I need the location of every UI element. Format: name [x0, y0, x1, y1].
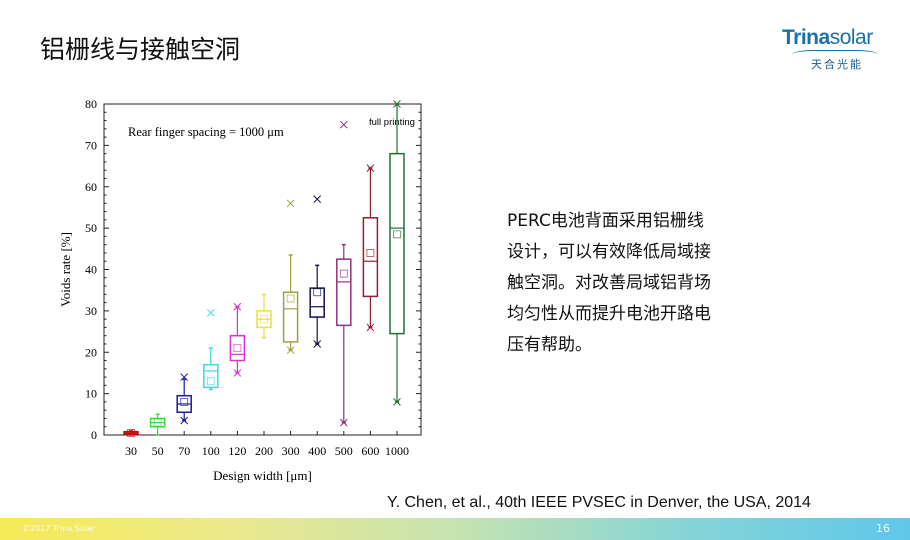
box: [282, 291, 299, 343]
annotation: Rear finger spacing = 1000 μm: [128, 125, 284, 139]
logo-cn: 天合光能: [811, 58, 863, 71]
mean-marker: [313, 288, 322, 297]
y-tick-label: 60: [85, 180, 97, 194]
description-line: 触空洞。对改善局域铝背场: [507, 273, 711, 293]
outlier-marker: [233, 369, 242, 377]
description: PERC电池背面采用铝栅线 设计，可以有效降低局域接 触空洞。对改善局域铝背场 …: [507, 206, 777, 361]
page-number: 16: [876, 522, 890, 535]
outlier-marker: [313, 195, 322, 204]
outlier-marker: [366, 323, 375, 332]
logo-brand-light: solar: [829, 26, 874, 49]
slide-title: 铝栅线与接触空洞: [40, 35, 241, 64]
outlier-marker: [339, 120, 348, 129]
x-axis-label: Design width [μm]: [213, 468, 312, 483]
outlier-marker: [180, 373, 189, 381]
logo-brand-bold: Trina: [782, 26, 830, 49]
box: [389, 152, 405, 335]
x-tick-label: 600: [361, 444, 379, 458]
mean-marker: [339, 269, 348, 278]
box: [362, 217, 379, 298]
x-tick-label: 300: [282, 444, 300, 458]
outlier-marker: [393, 100, 401, 108]
x-tick-label: 100: [202, 444, 220, 458]
footer-bar: ©2017 Trina Solar 16: [0, 518, 910, 540]
description-line: PERC电池背面采用铝栅线: [507, 211, 704, 231]
mean-marker: [206, 377, 215, 386]
x-tick-label: 400: [308, 444, 326, 458]
y-tick-label: 30: [85, 304, 97, 318]
y-tick-label: 0: [91, 428, 97, 442]
x-tick-label: 200: [255, 444, 273, 458]
y-tick-label: 80: [85, 97, 97, 111]
logo-arc-icon: [792, 50, 878, 59]
x-tick-label: 70: [178, 444, 190, 458]
mean-marker: [180, 397, 189, 406]
x-tick-label: 50: [152, 444, 164, 458]
outlier-marker: [393, 398, 401, 406]
box: [309, 287, 325, 318]
mean-marker: [233, 344, 242, 353]
mean-marker: [286, 294, 295, 303]
mean-marker: [153, 418, 162, 427]
outlier-marker: [233, 302, 242, 311]
x-tick-label: 30: [125, 444, 137, 458]
description-line: 均匀性从而提升电池开路电: [507, 304, 711, 324]
mean-marker: [393, 230, 401, 239]
x-tick-label: 500: [335, 444, 353, 458]
outlier-marker: [286, 346, 295, 355]
citation: Y. Chen, et al., 40th IEEE PVSEC in Denv…: [387, 494, 811, 511]
y-tick-label: 50: [85, 221, 97, 235]
mean-marker: [127, 429, 135, 437]
box: [203, 363, 219, 389]
description-line: 压有帮助。: [507, 335, 592, 355]
y-tick-label: 70: [85, 138, 97, 152]
outlier-marker: [339, 418, 348, 427]
y-tick-label: 40: [85, 263, 97, 277]
outlier-marker: [180, 416, 189, 425]
y-tick-label: 20: [85, 345, 97, 359]
box: [229, 334, 246, 362]
outlier-marker: [206, 309, 215, 317]
description-line: 设计，可以有效降低局域接: [507, 242, 711, 262]
trina-solar-logo: Trinasolar 天合光能: [782, 26, 892, 78]
annotation-full-printing: full printing: [369, 117, 415, 128]
x-tick-label: 120: [228, 444, 246, 458]
box: [336, 258, 352, 327]
copyright: ©2017 Trina Solar: [22, 524, 96, 533]
outlier-marker: [286, 199, 295, 208]
outlier-marker: [366, 164, 375, 172]
y-axis-label: Voids rate [%]: [58, 232, 73, 307]
y-tick-label: 10: [85, 387, 97, 401]
mean-marker: [366, 249, 375, 257]
x-tick-label: 1000: [385, 444, 409, 458]
mean-marker: [260, 315, 268, 324]
outlier-marker: [313, 340, 322, 348]
